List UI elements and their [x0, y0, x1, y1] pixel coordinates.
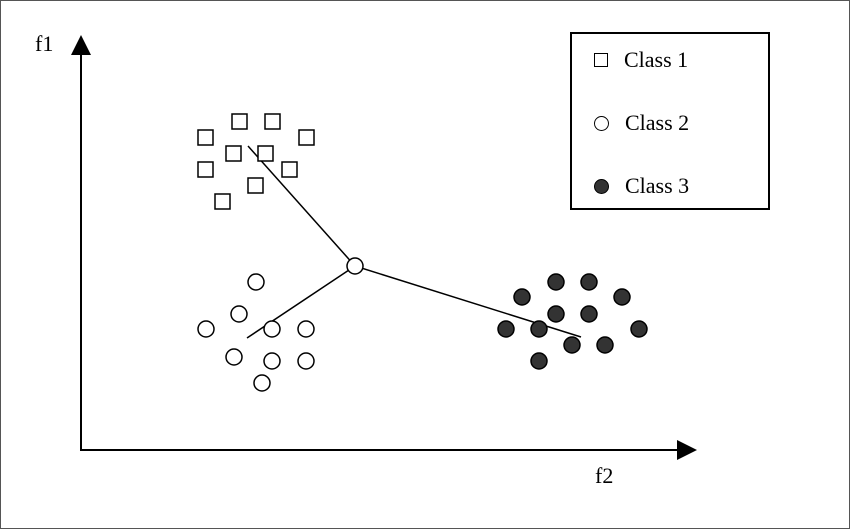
class1-square — [214, 193, 231, 210]
legend-item-class1: Class 1 — [594, 46, 688, 74]
x-axis-label: f2 — [595, 463, 614, 488]
class3-circle — [613, 288, 631, 306]
class2-circle — [247, 273, 265, 291]
class2-circle — [225, 348, 243, 366]
class1-square — [225, 145, 242, 162]
class2-circle — [297, 320, 315, 338]
class3-circle — [547, 305, 565, 323]
legend-label: Class 3 — [625, 173, 690, 198]
class2-circle — [297, 352, 315, 370]
square-marker-icon — [594, 53, 608, 67]
query-point-circle — [346, 257, 364, 275]
class1-square — [197, 161, 214, 178]
class3-circle — [513, 288, 531, 306]
class3-circle — [580, 273, 598, 291]
filled-circle-marker-icon — [594, 178, 609, 194]
class2-circle — [197, 320, 215, 338]
class3-circle — [630, 320, 648, 338]
class2-circle — [253, 374, 271, 392]
legend-label: Class 2 — [625, 110, 690, 135]
class3-circle — [547, 273, 565, 291]
class1-square — [264, 113, 281, 130]
legend: Class 1 Class 2 Class 3 — [570, 32, 770, 210]
class3-circle — [580, 305, 598, 323]
class2-circle — [263, 320, 281, 338]
open-circle-marker-icon — [594, 115, 609, 131]
class3-circle — [497, 320, 515, 338]
class3-circle — [596, 336, 614, 354]
class1-square — [231, 113, 248, 130]
legend-item-class2: Class 2 — [594, 109, 689, 137]
class1-square — [281, 161, 298, 178]
class3-circle — [563, 336, 581, 354]
class1-square — [298, 129, 315, 146]
y-axis-label: f1 — [35, 31, 54, 56]
class2-circle — [263, 352, 281, 370]
link-to-class1 — [247, 145, 356, 267]
legend-label: Class 1 — [624, 47, 689, 72]
class1-square — [257, 145, 274, 162]
class3-circle — [530, 320, 548, 338]
class3-circle — [530, 352, 548, 370]
class1-square — [197, 129, 214, 146]
class1-square — [247, 177, 264, 194]
legend-item-class3: Class 3 — [594, 172, 689, 200]
class2-circle — [230, 305, 248, 323]
